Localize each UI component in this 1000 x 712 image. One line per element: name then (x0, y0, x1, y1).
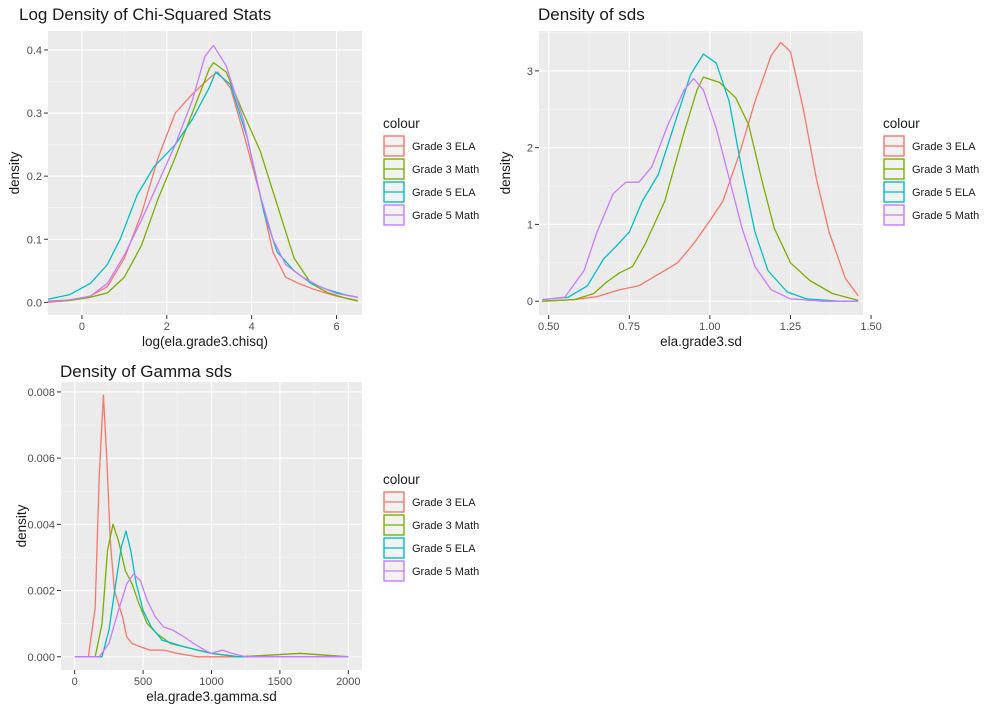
chart-title: Density of sds (538, 5, 645, 24)
y-axis: 0 1 2 3 (527, 66, 539, 308)
y-tick-label: 0.2 (27, 171, 42, 183)
x-axis-title: ela.grade3.sd (660, 334, 742, 349)
plot-panel (48, 31, 362, 315)
y-tick-label: 0.000 (27, 652, 55, 664)
x-tick-label: 1500 (268, 676, 292, 688)
legend: colour Grade 3 ELA Grade 3 Math Grade 5 ELA… (383, 116, 479, 226)
legend-item: Grade 3 Math (383, 514, 479, 536)
legend-label: Grade 5 ELA (412, 187, 476, 199)
x-tick-label: 6 (333, 321, 339, 333)
x-tick-label: 1.25 (780, 321, 801, 333)
legend-label: Grade 3 ELA (412, 497, 476, 509)
x-axis: 0 2 4 6 (79, 315, 340, 333)
x-tick-label: 4 (249, 321, 255, 333)
y-tick-label: 1 (527, 219, 533, 231)
series-lines (542, 41, 859, 302)
series-line-grade-5-ela (542, 53, 859, 302)
series-line-grade-5-math (47, 44, 358, 302)
legend-item: Grade 3 ELA (383, 135, 476, 157)
y-tick-label: 0.004 (27, 519, 55, 531)
x-tick-label: 1.50 (860, 321, 881, 333)
y-tick-label: 0.4 (27, 45, 42, 57)
series-lines (47, 44, 358, 304)
legend-item: Grade 3 ELA (883, 135, 976, 157)
legend-label: Grade 5 Math (412, 210, 479, 222)
series-line-grade-5-math (74, 573, 349, 658)
x-tick-label: 1000 (199, 676, 223, 688)
legend-title: colour (383, 116, 420, 131)
x-tick-label: 0 (79, 321, 85, 333)
legend-item: Grade 5 Math (383, 204, 479, 226)
y-axis: 0.0 0.1 0.2 0.3 0.4 (27, 45, 48, 309)
series-line-grade-5-ela (74, 530, 349, 658)
x-axis-title: ela.grade3.gamma.sd (146, 689, 277, 704)
y-tick-label: 0.006 (27, 453, 55, 465)
chart-2: 0.50 0.75 1.00 1.25 1.50 0 1 2 3 Density of sds el… (498, 5, 979, 349)
legend-label: Grade 5 ELA (912, 187, 976, 199)
y-axis-title: density (7, 151, 22, 194)
legend-label: Grade 5 Math (412, 566, 479, 578)
legend-label: Grade 3 ELA (912, 141, 976, 153)
y-tick-label: 0.0 (27, 297, 42, 309)
series-line-grade-5-math (542, 77, 859, 302)
legend-label: Grade 3 Math (412, 164, 479, 176)
x-axis: 0 500 1000 1500 2000 (72, 670, 361, 688)
y-tick-label: 3 (527, 66, 533, 78)
series-line-grade-3-ela (74, 394, 349, 658)
legend-label: Grade 5 Math (912, 210, 979, 222)
legend-label: Grade 3 Math (912, 164, 979, 176)
x-tick-label: 0.50 (538, 321, 559, 333)
x-tick-label: 2 (164, 321, 170, 333)
major-gridlines (61, 382, 362, 670)
legend-item: Grade 5 ELA (383, 537, 476, 559)
y-tick-label: 0.1 (27, 234, 42, 246)
series-line-grade-5-ela (47, 71, 358, 300)
plot-panel (539, 31, 863, 315)
x-tick-label: 1.00 (699, 321, 720, 333)
legend: colour Grade 3 ELA Grade 3 Math Grade 5 ELA… (883, 116, 979, 226)
x-axis-title: log(ela.grade3.chisq) (142, 334, 268, 349)
legend-item: Grade 5 ELA (383, 181, 476, 203)
chart-title: Log Density of Chi-Squared Stats (19, 5, 271, 24)
legend-item: Grade 5 ELA (883, 181, 976, 203)
x-tick-label: 0 (72, 676, 78, 688)
chart-1: 0 2 4 6 0.0 0.1 0.2 0.3 0.4 Log Density of Chi-Sq… (7, 5, 479, 349)
legend-label: Grade 5 ELA (412, 543, 476, 555)
legend-title: colour (383, 472, 420, 487)
major-gridlines (48, 31, 362, 315)
legend-item: Grade 5 Math (383, 560, 479, 582)
series-line-grade-3-math (542, 76, 859, 302)
series-line-grade-3-math (47, 61, 358, 302)
legend-item: Grade 3 ELA (383, 491, 476, 513)
chart-3: 0 500 1000 1500 20000.0000.0020.0040.0060.00… (14, 362, 479, 704)
y-axis-title: density (14, 504, 29, 547)
x-tick-label: 500 (134, 676, 152, 688)
series-line-grade-3-ela (47, 71, 358, 304)
legend-item: Grade 3 Math (883, 158, 979, 180)
y-axis-title: density (498, 151, 513, 194)
major-gridlines (539, 31, 872, 315)
legend-label: Grade 3 Math (412, 520, 479, 532)
series-lines (74, 394, 349, 658)
series-line-grade-3-ela (542, 41, 859, 302)
chart-title: Density of Gamma sds (60, 362, 232, 381)
legend-item: Grade 5 Math (883, 204, 979, 226)
x-tick-label: 0.75 (619, 321, 640, 333)
y-axis: 0.000 0.002 0.004 0.006 0.008 (27, 387, 61, 664)
x-axis: 0.50 0.75 1.00 1.25 1.50 (538, 315, 882, 333)
legend: colour Grade 3 ELA Grade 3 Math Grade 5 ELA… (383, 472, 479, 582)
y-tick-label: 0 (527, 296, 533, 308)
legend-item: Grade 3 Math (383, 158, 479, 180)
y-tick-label: 0.008 (27, 387, 55, 399)
legend-label: Grade 3 ELA (412, 141, 476, 153)
legend-title: colour (883, 116, 920, 131)
y-tick-label: 0.3 (27, 108, 42, 120)
y-tick-label: 2 (527, 143, 533, 155)
y-tick-label: 0.002 (27, 586, 55, 598)
x-tick-label: 2000 (336, 676, 360, 688)
